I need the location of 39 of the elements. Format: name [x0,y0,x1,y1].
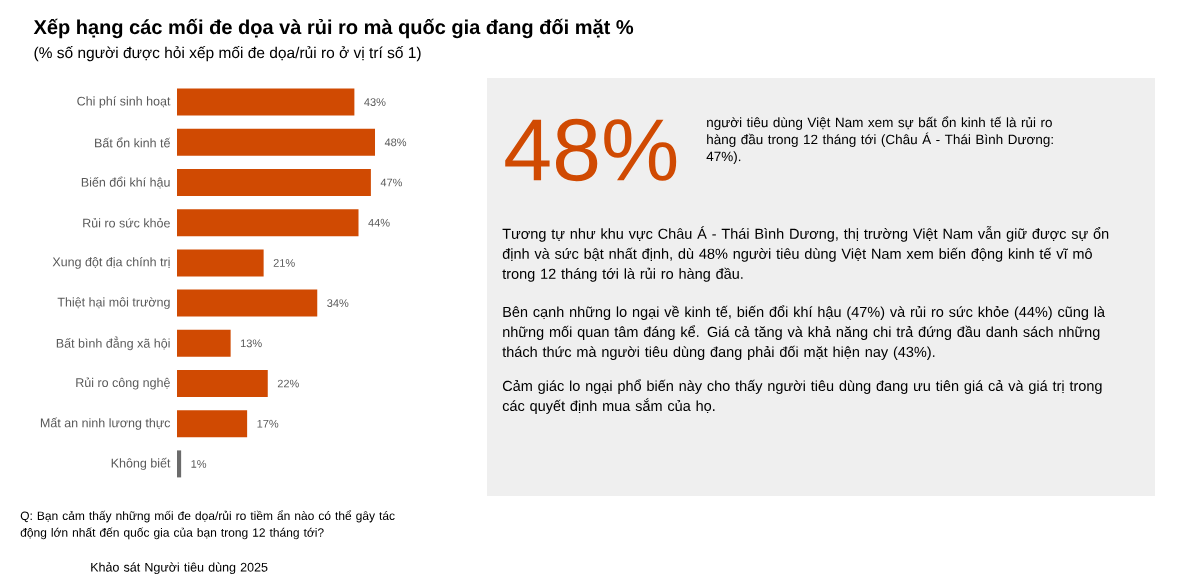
y-tick-label: Mất an ninh lương thực [40,417,171,430]
text: Cảm giác lo ngại phổ biến này cho thấy người tiêu dùng đang ưu tiên giá cả và giá trị trong các quyết định mua sắm của họ. [502,379,1102,414]
data-label: 21% [273,259,295,267]
data-label: 22% [277,379,299,388]
y-tick-label: Xung đột địa chính trị [52,257,170,269]
chart-title: Xếp hạng các mối đe dọa và rủi ro mà quốc gia đang đối mặt % [33,18,634,39]
bar [177,128,376,156]
data-label: 48% [384,138,407,147]
text: 48% [505,118,677,182]
text: Khảo sát Người tiêu dùng 2025 [91,562,268,575]
bar [177,410,248,438]
bar [177,450,182,478]
bar [177,370,268,397]
y-tick-label: Rủi ro công nghệ [76,377,170,390]
y-tick-label: Thiệt hại môi trường [57,297,170,309]
y-tick-label: Bất ổn kinh tế [95,137,171,148]
y-tick-label: Biến đổi khí hậu [81,176,170,189]
bar [177,249,264,277]
y-tick-label: Chi phí sinh hoạt [77,96,171,108]
data-label: 47% [380,178,403,187]
data-label: 34% [327,299,349,307]
bar [177,289,318,317]
text: người tiêu dùng Việt Nam xem sự bất ổn kinh tế là rủi ro hàng đầu trong 12 tháng tới (Châu Á - Thái Bình Dương: 47%). [706,116,1053,164]
bar [177,209,359,237]
data-label: 13% [241,339,262,348]
data-label: 1% [191,460,207,468]
bar [177,329,231,357]
y-tick-label: Bất bình đẳng xã hội [56,336,170,351]
chart-subtitle: (% số người được hỏi xếp mối đe dọa/rủi ro ở vị trí số 1) [34,46,421,62]
text: Bên cạnh những lo ngại về kinh tế, biến đổi khí hậu (47%) và rủi ro sức khỏe (44%) cũng là những mối quan tâm đáng kể. Giá cả tăng và khả năng chi trả đứng đầu danh sách những thách thức mà người tiêu dùng đang phải đối mặt hiện nay (43%). [502,305,1106,360]
bar [177,169,371,197]
y-tick-label: Không biết [111,457,171,470]
data-label: 17% [257,419,279,428]
bar [177,88,355,116]
data-label: 44% [368,218,390,227]
y-tick-label: Rủi ro sức khỏe [83,217,170,228]
text: Tương tự như khu vực Châu Á - Thái Bình Dương, thị trường Việt Nam vẫn giữ được sự ổn định và sức bật nhất định, dù 48% người tiêu dùng Việt Nam xem biến động kinh tế vĩ mô trong 12 tháng tới là rủi ro hàng đầu. [502,226,1109,282]
data-label: 43% [364,98,386,106]
text: Q: Bạn cảm thấy những mối đe dọa/rủi ro tiềm ẩn nào có thể gây tác động lớn nhất đến quốc gia của bạn trong 12 tháng tới? [20,510,395,540]
